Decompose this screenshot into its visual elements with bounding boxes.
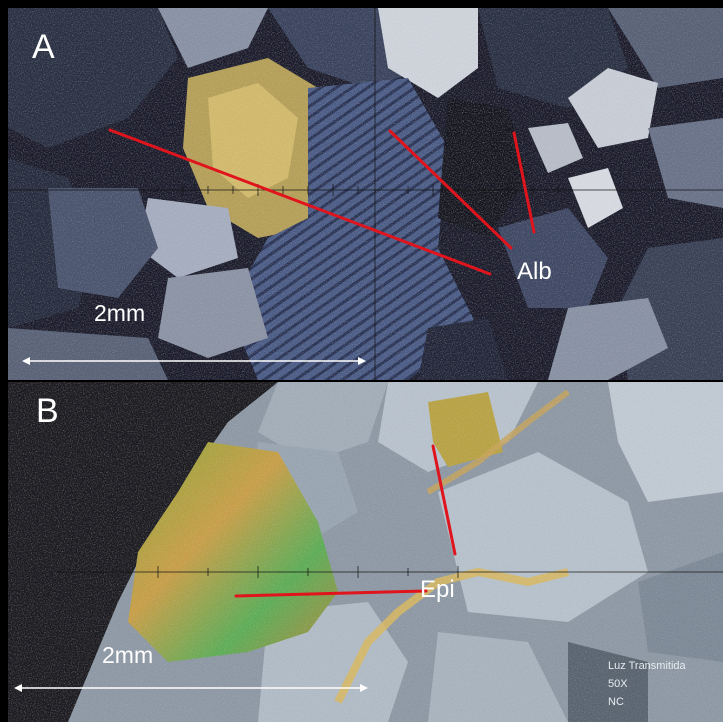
panel-b-letter: B — [36, 392, 59, 430]
scale-bar-b — [14, 684, 368, 692]
epi-pointer-lines — [234, 444, 457, 598]
scale-label-a: 2mm — [94, 300, 146, 326]
panel-a-letter: A — [32, 28, 55, 66]
panel-b-image — [8, 382, 723, 722]
light-mode-text: Luz Transmitida — [608, 660, 686, 672]
alb-pointer-lines — [108, 128, 536, 276]
panel-b-micrograph: B Epi 2mm Luz Transmitida 50X NC — [8, 382, 723, 722]
scale-bar-a — [22, 357, 366, 365]
scale-label-b: 2mm — [102, 642, 154, 668]
polarizer-text: NC — [608, 696, 624, 708]
panel-a-micrograph: A Alb 2mm — [8, 8, 723, 380]
albite-label: Alb — [517, 258, 552, 285]
epidote-label: Epi — [420, 576, 455, 603]
panel-a-image — [8, 8, 723, 380]
magnification-text: 50X — [608, 678, 628, 690]
microscope-info: Luz Transmitida 50X NC — [608, 657, 686, 711]
